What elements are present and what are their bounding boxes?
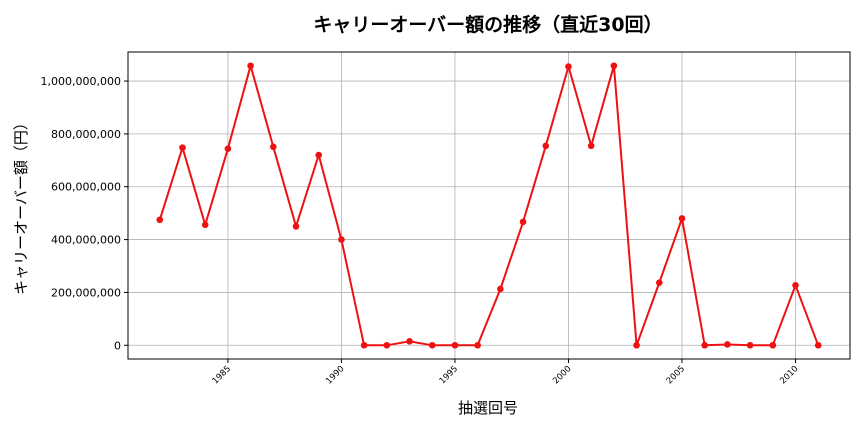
x-tick-label: 2010 [778, 364, 800, 386]
data-point [428, 341, 436, 349]
data-point [655, 279, 663, 286]
data-point [497, 285, 504, 293]
x-axis-label: 抽選回号 [458, 399, 518, 417]
data-point [678, 215, 686, 222]
data-point [383, 341, 391, 349]
data-point [587, 142, 595, 150]
x-tick-label: 1995 [438, 364, 460, 386]
x-tick-label: 2005 [665, 364, 687, 386]
plot-frame [127, 51, 851, 360]
data-point [746, 341, 754, 349]
data-point [565, 63, 572, 70]
chart-title: キャリーオーバー額の推移（直近30回） [313, 13, 662, 36]
series-line-group [156, 62, 822, 349]
y-tick-label: 1,000,000,000 [41, 75, 121, 88]
series-line [158, 64, 820, 347]
x-tick-label: 1990 [324, 364, 346, 386]
y-tick-label: 400,000,000 [51, 234, 121, 247]
data-point [270, 143, 277, 151]
data-point [633, 341, 640, 349]
data-point [247, 62, 254, 70]
x-axis-ticks: 1985 1990 1995 2000 2005 2010 [211, 359, 801, 386]
y-tick-label: 800,000,000 [51, 128, 121, 141]
data-point [201, 221, 209, 229]
data-point [451, 341, 459, 349]
x-tick-label: 2000 [551, 364, 573, 386]
data-point [474, 341, 481, 349]
y-tick-label: 200,000,000 [51, 286, 121, 299]
y-axis-label: キャリーオーバー額（円） [12, 115, 30, 295]
data-point [179, 144, 186, 151]
data-point [542, 142, 550, 150]
grid [128, 52, 850, 359]
data-point [814, 341, 822, 349]
data-point [360, 341, 368, 349]
data-point [701, 341, 708, 349]
data-point [338, 236, 345, 243]
x-tick-label: 1985 [211, 364, 233, 386]
data-point [406, 337, 413, 345]
y-axis-ticks: 0 200,000,000 400,000,000 600,000,000 800,00… [41, 75, 128, 352]
y-tick-label: 600,000,000 [51, 181, 121, 194]
data-point [724, 341, 731, 348]
y-tick-label: 0 [114, 339, 121, 352]
data-point [292, 223, 300, 230]
data-point [769, 341, 777, 349]
data-point [156, 216, 164, 224]
data-point [315, 151, 323, 159]
data-point [224, 145, 232, 152]
data-point [610, 62, 618, 70]
data-point [519, 218, 527, 226]
data-point [792, 281, 799, 289]
